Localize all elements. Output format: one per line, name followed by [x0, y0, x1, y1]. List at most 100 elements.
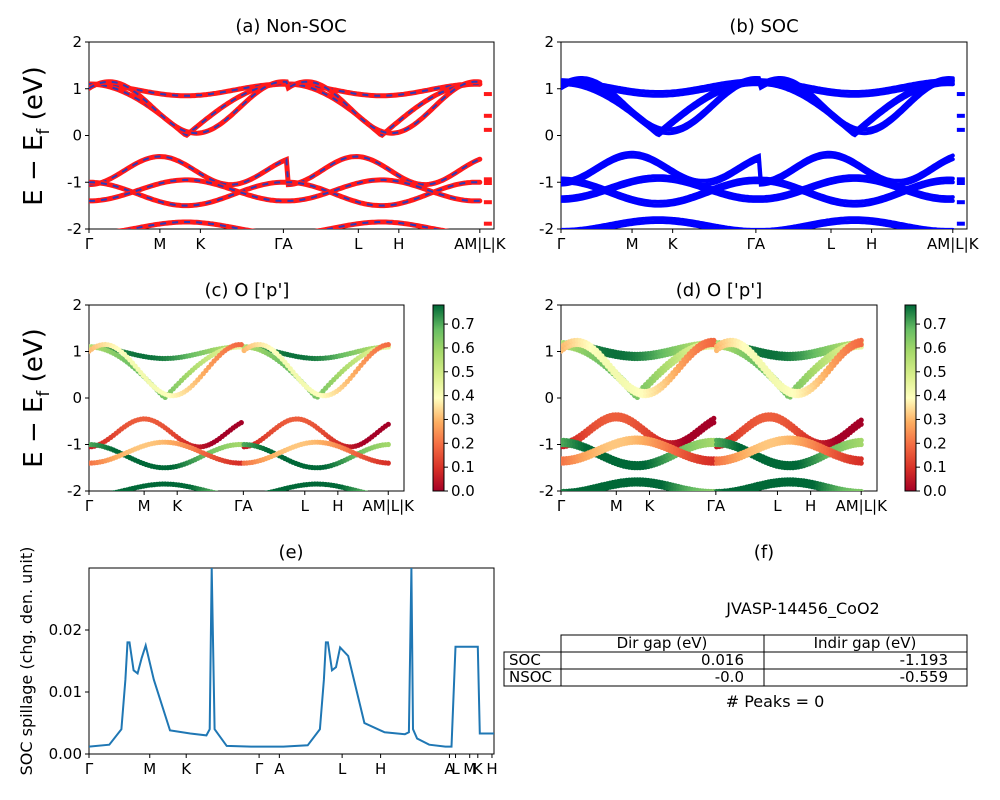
band-point — [255, 492, 260, 497]
band-point — [358, 489, 364, 491]
band-point — [841, 490, 843, 491]
x-tick-label: M — [153, 235, 166, 253]
band-point — [581, 490, 584, 491]
band-point — [858, 342, 864, 348]
band-point — [364, 490, 369, 491]
x-tick-label: H — [805, 497, 816, 515]
x-tick-label: AM|L|K — [835, 497, 888, 515]
colorbar-tick-label: 0.6 — [451, 339, 475, 357]
colorbar-c: 0.0 0.1 0.2 0.3 0.4 0.5 0.6 0.7 — [432, 304, 475, 500]
panel-a-title: (a) Non-SOC — [235, 16, 346, 37]
y-tick-label: -1 — [67, 436, 82, 454]
band-point — [385, 460, 391, 466]
band-point — [217, 491, 222, 496]
band-lines — [561, 75, 965, 229]
row-soc-dir: 0.016 — [701, 651, 744, 669]
x-tick-label: ΓA — [234, 497, 253, 515]
y-tick-label: -2 — [67, 220, 82, 238]
x-tick-label: AM|L|K — [362, 497, 415, 515]
x-tick-label: K — [473, 760, 484, 778]
x-tick-label: L — [451, 760, 460, 778]
header-dir-gap: Dir gap (eV) — [617, 634, 708, 652]
y-tick-label: 0 — [72, 127, 82, 145]
x-tick-label: L — [354, 235, 363, 253]
y-tick-label: 2 — [544, 296, 554, 314]
band-points — [561, 337, 864, 498]
colorbar-tick-label: 0.6 — [923, 339, 947, 357]
panel-d-title: (d) O ['p'] — [676, 280, 762, 301]
colorbar-tick-label: 0.4 — [451, 387, 475, 405]
band-line — [561, 216, 955, 229]
peaks-count: # Peaks = 0 — [726, 692, 825, 711]
x-tick-label: M — [463, 760, 476, 778]
band-point — [103, 492, 108, 497]
row-soc-indir: -1.193 — [900, 651, 948, 669]
band-line — [561, 75, 955, 132]
band-point — [858, 460, 864, 466]
x-tick-label: Γ — [85, 760, 94, 778]
colorbar-d: 0.0 0.1 0.2 0.3 0.4 0.5 0.6 0.7 — [904, 304, 947, 500]
x-tick-label: A — [274, 760, 285, 778]
band-ylabel-top: E − Ef (eV) — [19, 66, 54, 206]
band-plot-nonsoc: -2 -1 0 1 2 Γ M K ΓA L H AM|L|K — [67, 33, 507, 253]
band-point — [222, 492, 227, 497]
band-line-dash — [89, 80, 480, 135]
x-tick-label: M — [626, 235, 639, 253]
band-point — [385, 421, 391, 427]
x-tick-label: Γ — [557, 235, 566, 253]
row-nsoc-label: NSOC — [509, 668, 552, 686]
x-tick-label: ΓA — [707, 497, 726, 515]
colorbar-tick-label: 0.2 — [923, 434, 947, 452]
band-line — [89, 177, 483, 204]
x-tick-label: H — [866, 235, 877, 253]
gap-info: JVASP-14456_CoO2 Dir gap (eV) Indir gap … — [503, 599, 968, 711]
band-point — [858, 417, 864, 423]
band-point — [109, 490, 112, 491]
y-tick-label: -2 — [539, 482, 554, 500]
y-tick-label: 0 — [72, 389, 82, 407]
plot-frame — [88, 567, 495, 755]
band-point — [858, 488, 864, 491]
panel-b-title: (b) SOC — [729, 16, 798, 37]
x-tick-label: M — [138, 497, 151, 515]
y-tick-label: 0 — [544, 127, 554, 145]
band-point — [730, 492, 735, 497]
y-tick-label: -2 — [67, 482, 82, 500]
band-point — [228, 493, 233, 498]
y-tick-label: 0.01 — [49, 683, 82, 701]
band-point — [578, 491, 583, 496]
band-point — [842, 491, 847, 496]
band-point — [858, 437, 864, 443]
band-line — [116, 219, 450, 229]
spillage-plot: 0.000.010.02Γ M K Γ A L H AL MK H — [49, 567, 498, 778]
x-tick-label: K — [181, 760, 192, 778]
band-point — [700, 493, 705, 498]
colorbar-tick-label: 0.5 — [451, 363, 475, 381]
band-point — [728, 492, 733, 497]
x-tick-label: M — [143, 760, 156, 778]
y-tick-label: 2 — [72, 296, 82, 314]
y-tick-label: 1 — [544, 80, 554, 98]
colorbar-tick-label: 0.3 — [923, 410, 947, 428]
band-point — [258, 492, 263, 497]
projected-band-plot-nonsoc: -2 -1 0 1 2 Γ M K ΓA L H AM|L|K — [67, 296, 415, 515]
spillage-series — [89, 568, 494, 748]
band-point — [858, 441, 864, 448]
spillage-ylabel: SOC spillage (chg. den. unit) — [17, 547, 36, 776]
x-tick-label: H — [486, 760, 497, 778]
band-point — [261, 491, 266, 496]
band-point — [385, 342, 391, 348]
band-point — [97, 493, 102, 498]
band-point — [711, 337, 717, 343]
band-point — [100, 492, 105, 497]
band-plot-soc: -2 -1 0 1 2 Γ M K ΓA L H AM|L|K — [539, 33, 980, 253]
y-tick-label: 1 — [544, 343, 554, 361]
y-tick-label: 0.00 — [49, 745, 82, 763]
y-tick-label: 0.02 — [49, 621, 82, 639]
band-point — [105, 491, 110, 496]
band-point — [238, 420, 244, 426]
x-tick-label: H — [332, 497, 343, 515]
band-point — [733, 491, 738, 496]
band-point — [212, 490, 217, 491]
